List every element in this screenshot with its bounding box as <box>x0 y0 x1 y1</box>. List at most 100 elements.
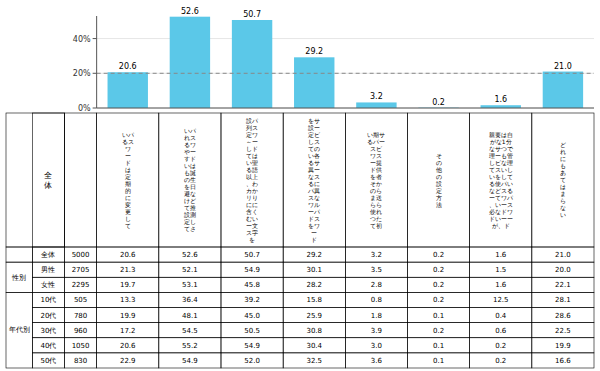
text-line: をサ <box>308 117 320 124</box>
table-cell <box>283 262 345 277</box>
table-cell <box>64 247 96 262</box>
row-count: 1050 <box>72 342 90 350</box>
table-cell <box>407 323 469 338</box>
text-line: 0.6 <box>495 327 507 335</box>
table-cell <box>221 308 283 323</box>
data-label: 0.2 <box>432 98 445 107</box>
text-line: 32.5 <box>306 357 322 365</box>
text-line: 39.2 <box>244 296 260 304</box>
table-value: 20.6 <box>120 251 136 259</box>
axis-line <box>96 16 97 108</box>
text-line: ーパ <box>308 208 321 215</box>
table-cell <box>470 262 532 277</box>
table-value: 30.1 <box>306 266 322 274</box>
table-cell <box>64 113 96 247</box>
text-line: ドス <box>308 215 320 222</box>
column-header: いパるスワードは定期的に変更して <box>122 131 135 229</box>
bar <box>170 17 210 108</box>
table-cell <box>532 113 594 247</box>
text-line: 定し <box>184 218 196 225</box>
text-line: 0.2 <box>495 357 506 365</box>
group-label: 性別 <box>11 274 26 282</box>
table-cell <box>470 292 532 307</box>
row-label: 30代 <box>40 327 56 335</box>
table-value: 0.8 <box>371 296 382 304</box>
text-line: 定ビ <box>308 131 321 138</box>
text-line: 0.2 <box>433 266 444 274</box>
text-line: し <box>125 215 131 222</box>
table-cell <box>64 353 96 368</box>
text-line: 28.1 <box>555 296 571 304</box>
text-line: てスいし <box>489 166 513 173</box>
text-line: 設測 <box>184 211 196 218</box>
table-cell <box>6 247 32 262</box>
tick-mark <box>93 108 97 109</box>
row-count: 505 <box>74 296 87 304</box>
table-cell <box>97 113 159 247</box>
bar <box>543 72 583 108</box>
bar <box>108 72 148 108</box>
table-value: 20.6 <box>120 342 136 350</box>
table-value: 30.4 <box>306 342 322 350</box>
text-line: 全 <box>44 171 52 180</box>
text-line: 定 <box>125 173 131 180</box>
column-header: どれにもあてはまらない <box>560 141 566 218</box>
table-value: 0.2 <box>495 357 506 365</box>
text-line: 、わ <box>246 180 258 187</box>
text-line: 830 <box>74 357 87 365</box>
table-value: 55.2 <box>182 342 198 350</box>
table-cell <box>283 308 345 323</box>
table-cell <box>407 308 469 323</box>
table-cell <box>532 338 594 353</box>
text-line: 45.8 <box>244 281 260 289</box>
text-line: ドいーー <box>489 215 513 222</box>
text-line: を者 <box>370 173 382 180</box>
table-value: 36.4 <box>182 296 198 304</box>
text-line: 0.2 <box>433 251 444 259</box>
text-line: 20.0 <box>555 266 571 274</box>
text-line: 55.2 <box>182 342 198 350</box>
table-cell <box>32 308 64 323</box>
text-line: に <box>560 155 566 162</box>
table-cell <box>64 308 96 323</box>
data-label: 21.0 <box>554 62 572 71</box>
text-line: 54.5 <box>182 327 198 335</box>
text-line: 30.8 <box>306 327 322 335</box>
table-cell <box>283 277 345 292</box>
text-line: 体 <box>44 181 52 190</box>
text-line: ド <box>311 236 317 243</box>
table-value: 45.8 <box>244 281 260 289</box>
text-line: 法 <box>436 201 442 208</box>
table-cell <box>532 262 594 277</box>
row-label: 50代 <box>40 357 56 365</box>
text-line: しス <box>308 138 320 145</box>
table-value: 0.6 <box>495 327 507 335</box>
text-line: るに <box>308 180 320 187</box>
text-line: 5000 <box>72 251 90 259</box>
text-line: ワ <box>125 145 131 152</box>
table-cell <box>407 353 469 368</box>
table-cell <box>407 338 469 353</box>
table-cell <box>32 338 64 353</box>
text-line: 1.6 <box>495 251 507 259</box>
table-cell <box>6 113 64 247</box>
text-line: も誕 <box>184 169 196 176</box>
table-cell <box>159 277 221 292</box>
table-cell <box>345 292 407 307</box>
text-line: ー文 <box>246 222 258 229</box>
reference-line <box>97 73 594 74</box>
table-value: 3.0 <box>371 342 382 350</box>
text-line: 20.6 <box>120 251 136 259</box>
text-line: 3.6 <box>371 357 383 365</box>
table-cell <box>283 113 345 247</box>
tick-label: 0% <box>78 104 91 113</box>
text-line: るパー <box>367 138 385 145</box>
text-line: 20.6 <box>120 342 136 350</box>
table-cell <box>470 353 532 368</box>
text-line: 親要は自 <box>489 131 513 138</box>
data-labels: 20.652.650.729.23.20.21.621.0 <box>119 7 572 107</box>
text-line: 設パ <box>246 117 259 124</box>
table-cell <box>159 338 221 353</box>
text-line: ワル <box>308 201 320 208</box>
table-value: 54.9 <box>244 266 260 274</box>
